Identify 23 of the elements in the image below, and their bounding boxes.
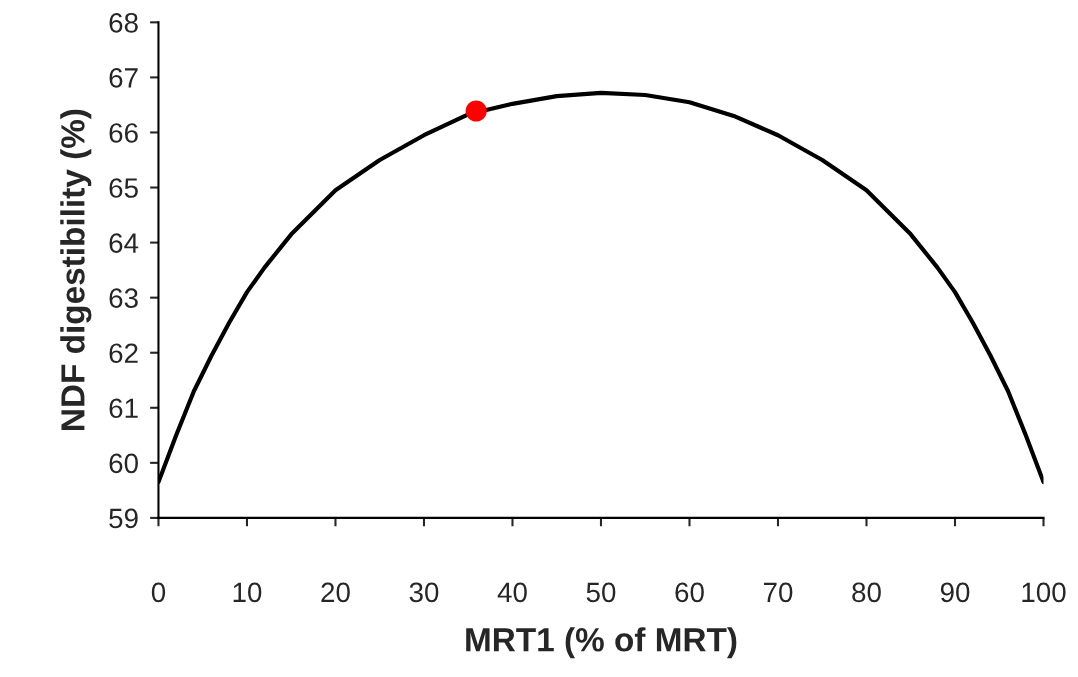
x-tick-label: 0 xyxy=(151,582,166,603)
x-tick-label: 100 xyxy=(1022,582,1066,603)
x-tick-label: 30 xyxy=(409,582,439,603)
y-tick-label: 68 xyxy=(109,13,138,33)
y-tick-label: 59 xyxy=(109,508,138,529)
y-tick-label: 63 xyxy=(109,288,138,308)
x-tick-label: 10 xyxy=(233,582,262,603)
x-axis-title: MRT1 (% of MRT) xyxy=(466,627,737,659)
x-tick-label: 60 xyxy=(675,582,704,603)
y-tick-label: 62 xyxy=(109,343,138,364)
x-tick-label: 70 xyxy=(763,582,793,603)
x-tick-label: 20 xyxy=(321,582,350,603)
y-tick-label: 67 xyxy=(109,68,138,88)
y-tick-label: 61 xyxy=(109,398,138,419)
y-tick-label: 65 xyxy=(109,178,138,198)
x-tick-label: 40 xyxy=(497,582,527,603)
y-tick-label: 60 xyxy=(109,453,138,474)
x-tick-label: 80 xyxy=(852,582,881,603)
x-tick-label: 90 xyxy=(940,582,970,603)
y-axis-title: NDF digestibility (%) xyxy=(60,109,92,430)
x-tick-label: 50 xyxy=(586,582,616,603)
y-tick-label: 64 xyxy=(109,233,139,253)
y-tick-label: 66 xyxy=(109,123,138,143)
